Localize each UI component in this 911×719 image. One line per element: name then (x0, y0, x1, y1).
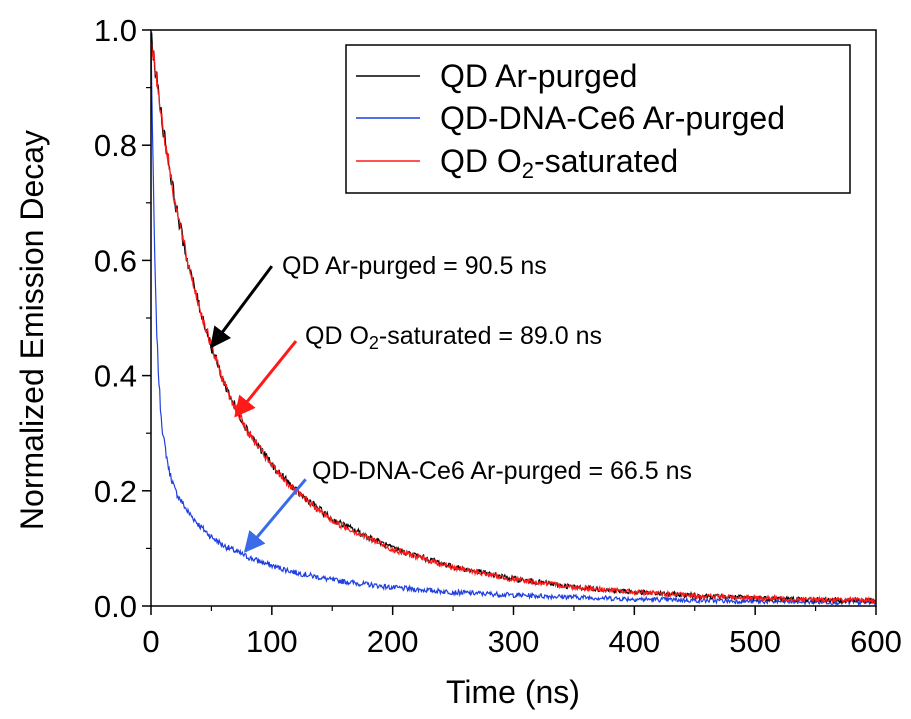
legend-box (345, 44, 851, 194)
x-tick-label-4: 400 (608, 624, 660, 659)
y-tick-label-4: 0.8 (94, 128, 137, 163)
legend-label-qd-dna-ce6: QD-DNA-Ce6 Ar-purged (440, 100, 785, 136)
annotation-arrow-qd-o2 (234, 340, 298, 418)
x-tick-label-5: 500 (729, 624, 781, 659)
annotation-arrow-qd-dna-ce6 (243, 478, 307, 553)
series-line-1 (150, 33, 876, 607)
x-tick-label-1: 100 (246, 624, 298, 659)
legend-label-qd-ar: QD Ar-purged (440, 58, 637, 94)
series-layer (150, 32, 876, 607)
annotation-arrow-qd-ar (210, 265, 274, 349)
annotation-qd-ar: QD Ar-purged = 90.5 ns (282, 252, 547, 280)
axis-ticks: 0 100 200 300 400 500 600 0.0 0.2 0.4 0.6 0.8 1.0 (94, 13, 902, 659)
x-axis-title: Time (ns) (446, 674, 580, 710)
x-tick-label-3: 300 (488, 624, 540, 659)
y-tick-label-0: 0.0 (94, 589, 137, 624)
annotation-qd-o2: QD O2-saturated = 89.0 ns (305, 322, 602, 353)
y-tick-label-1: 0.2 (94, 474, 137, 509)
x-tick-label-6: 600 (850, 624, 902, 659)
y-tick-label-5: 1.0 (94, 13, 137, 48)
annotation-qd-dna-ce6: QD-DNA-Ce6 Ar-purged = 66.5 ns (312, 457, 692, 485)
y-tick-label-2: 0.4 (94, 359, 137, 394)
x-tick-label-0: 0 (142, 624, 159, 659)
x-tick-label-2: 200 (367, 624, 419, 659)
legend: QD Ar-purged QD-DNA-Ce6 Ar-purged QD O2-… (345, 44, 851, 194)
y-axis-title: Normalized Emission Decay (14, 130, 50, 530)
legend-label-qd-o2: QD O2-saturated (440, 143, 678, 183)
y-tick-label-3: 0.6 (94, 243, 137, 278)
annotations: QD Ar-purged = 90.5 ns QD O2-saturated =… (210, 252, 692, 553)
series-line-2 (150, 41, 876, 605)
